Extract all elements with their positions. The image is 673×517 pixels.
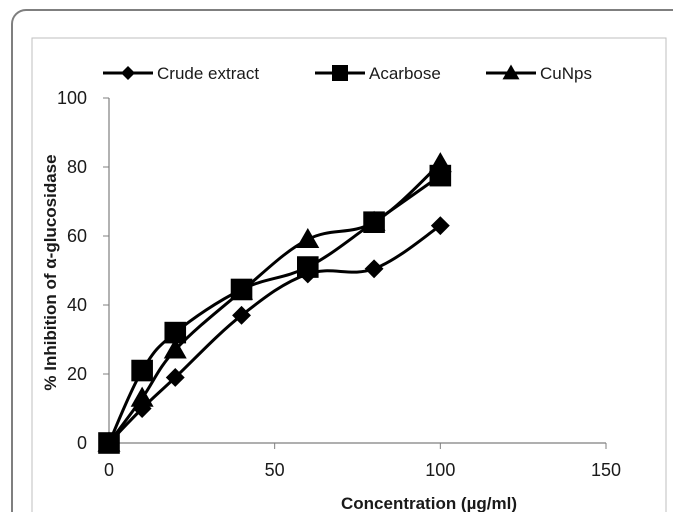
legend-marker-acarbose — [332, 65, 348, 81]
data-point-cunps — [163, 338, 187, 359]
data-point-cunps — [362, 210, 386, 231]
series-cunps — [97, 152, 452, 452]
outer-frame — [11, 9, 673, 517]
x-tick-label: 50 — [265, 460, 285, 480]
legend: Crude extract Acarbose CuNps — [103, 64, 592, 83]
x-axis-title: Concentration (µg/ml) — [341, 494, 517, 512]
chart-area-border — [31, 37, 667, 517]
x-tick-label: 150 — [591, 460, 621, 480]
y-tick-label: 0 — [77, 433, 87, 453]
data-point-crude-extract — [232, 305, 251, 325]
data-point-cunps — [428, 152, 452, 173]
y-tick-label: 80 — [67, 157, 87, 177]
data-point-cunps — [97, 431, 121, 452]
y-tick-label: 60 — [67, 226, 87, 246]
series-group — [97, 152, 452, 454]
data-point-cunps — [296, 227, 320, 249]
data-point-acarbose — [164, 321, 187, 344]
data-point-acarbose — [297, 256, 319, 278]
y-axis-title: % Inhibition of α-glucosidase — [41, 154, 60, 390]
legend-marker-crude-extract — [121, 66, 135, 80]
data-point-cunps — [130, 386, 154, 407]
x-tick-label: 0 — [104, 460, 114, 480]
x-tick-label: 100 — [425, 460, 455, 480]
legend-label-cunps: CuNps — [540, 64, 592, 83]
legend-item-acarbose: Acarbose — [315, 64, 441, 83]
legend-item-cunps: CuNps — [486, 64, 592, 83]
axes-group: 0 20 40 60 80 100 0 50 100 150 — [57, 88, 621, 480]
data-point-crude-extract — [364, 259, 384, 279]
data-point-acarbose — [131, 359, 153, 382]
legend-marker-cunps — [502, 64, 520, 80]
data-point-crude-extract — [430, 216, 450, 236]
y-tick-label: 20 — [67, 364, 87, 384]
data-point-cunps — [230, 279, 254, 300]
data-point-crude-extract — [165, 368, 185, 387]
legend-item-crude-extract: Crude extract — [103, 64, 259, 83]
y-tick-label: 100 — [57, 88, 87, 108]
legend-label-crude-extract: Crude extract — [157, 64, 259, 83]
y-tick-label: 40 — [67, 295, 87, 315]
data-point-crude-extract — [132, 399, 152, 418]
legend-label-acarbose: Acarbose — [369, 64, 441, 83]
